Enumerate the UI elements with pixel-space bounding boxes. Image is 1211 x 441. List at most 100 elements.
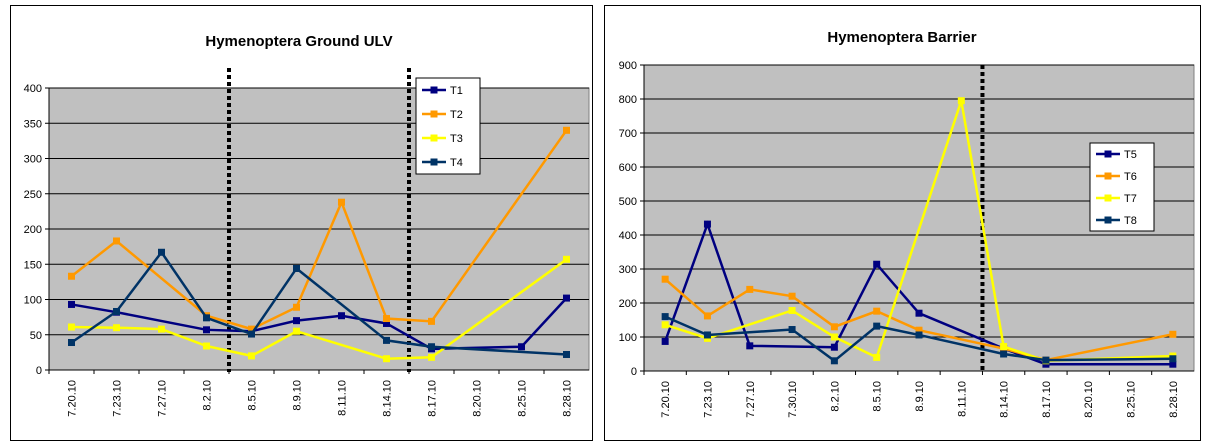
data-point-t1 [203, 326, 210, 334]
data-point-t3 [113, 324, 120, 332]
data-point-t6 [746, 285, 754, 293]
legend-label: T7 [1124, 193, 1137, 205]
x-tick-label: 8.20.10 [472, 380, 484, 417]
x-tick-label: 8.11.10 [956, 381, 968, 417]
legend-swatch-marker [1104, 194, 1112, 202]
data-point-t7 [1000, 343, 1008, 351]
y-tick-label: 900 [619, 60, 637, 72]
data-point-t4 [248, 330, 255, 338]
data-point-t4 [113, 307, 120, 315]
legend-swatch-marker [1104, 150, 1112, 158]
chart-title: Hymenoptera Ground ULV [205, 33, 392, 50]
data-point-t7 [830, 333, 838, 341]
x-tick-label: 7.30.10 [787, 381, 799, 418]
y-tick-label: 200 [619, 298, 637, 310]
data-point-t5 [703, 220, 711, 228]
x-tick-label: 8.9.10 [292, 380, 304, 411]
legend-label: T1 [450, 85, 463, 97]
legend-label: T4 [450, 157, 463, 169]
data-point-t2 [248, 325, 255, 333]
data-point-t1 [338, 312, 345, 320]
data-point-t1 [383, 319, 390, 327]
data-point-t1 [518, 343, 525, 351]
data-point-t8 [915, 331, 923, 339]
data-point-t6 [703, 312, 711, 320]
data-point-t7 [873, 353, 881, 361]
y-tick-label: 250 [24, 189, 42, 201]
x-tick-label: 8.17.10 [1041, 381, 1053, 418]
data-point-t6 [788, 292, 796, 300]
data-point-t4 [203, 314, 210, 322]
x-tick-label: 8.28.10 [562, 380, 574, 417]
x-tick-label: 8.2.10 [202, 380, 214, 411]
x-tick-label: 8.14.10 [382, 380, 394, 417]
x-tick-label: 8.25.10 [1126, 381, 1138, 418]
y-tick-label: 350 [24, 118, 42, 130]
x-tick-label: 7.27.10 [745, 381, 757, 418]
data-point-t5 [746, 342, 754, 350]
x-tick-label: 8.9.10 [914, 381, 926, 412]
data-point-t3 [158, 325, 165, 333]
data-point-t2 [68, 272, 75, 280]
x-tick-label: 8.17.10 [427, 380, 439, 417]
x-tick-label: 7.23.10 [112, 380, 124, 417]
x-tick-label: 7.20.10 [660, 381, 672, 418]
data-point-t2 [293, 303, 300, 311]
data-point-t8 [873, 322, 881, 330]
data-point-t3 [293, 327, 300, 335]
legend-swatch-marker [430, 86, 438, 94]
y-tick-label: 100 [619, 332, 637, 344]
y-tick-label: 50 [30, 330, 42, 342]
x-tick-label: 8.14.10 [999, 381, 1011, 418]
data-point-t8 [1000, 350, 1008, 358]
data-point-t4 [158, 248, 165, 256]
y-tick-label: 600 [619, 162, 637, 174]
data-point-t5 [661, 337, 669, 345]
data-point-t4 [68, 339, 75, 347]
data-point-t4 [293, 264, 300, 272]
x-tick-label: 8.5.10 [247, 380, 259, 411]
data-point-t5 [830, 343, 838, 351]
y-tick-label: 150 [24, 259, 42, 271]
legend-label: T2 [450, 109, 463, 121]
data-point-t3 [428, 353, 435, 361]
data-point-t3 [248, 352, 255, 360]
data-point-t3 [383, 355, 390, 363]
data-point-t6 [830, 323, 838, 331]
y-tick-label: 100 [24, 295, 42, 307]
x-tick-label: 8.28.10 [1168, 381, 1180, 418]
legend-swatch-marker [1104, 172, 1112, 180]
y-tick-label: 700 [619, 128, 637, 140]
data-point-t6 [1169, 330, 1177, 338]
y-tick-label: 0 [631, 366, 637, 378]
chart-title: Hymenoptera Barrier [827, 29, 976, 46]
data-point-t3 [563, 255, 570, 263]
y-tick-label: 500 [619, 196, 637, 208]
data-point-t4 [383, 336, 390, 344]
legend-label: T8 [1124, 215, 1137, 227]
legend-swatch-marker [1104, 216, 1112, 224]
data-point-t2 [428, 317, 435, 325]
x-tick-label: 7.27.10 [157, 380, 169, 417]
data-point-t3 [68, 323, 75, 331]
data-point-t1 [293, 317, 300, 325]
data-point-t2 [383, 315, 390, 323]
legend-swatch-marker [430, 158, 438, 166]
data-point-t2 [563, 126, 570, 134]
legend-box [1089, 142, 1155, 232]
data-point-t8 [788, 326, 796, 334]
data-point-t7 [661, 321, 669, 329]
data-point-t5 [1169, 360, 1177, 368]
data-point-t6 [915, 326, 923, 334]
data-point-t5 [873, 260, 881, 268]
y-tick-label: 400 [619, 230, 637, 242]
data-point-t2 [338, 198, 345, 206]
data-point-t6 [873, 307, 881, 315]
legend-box [415, 77, 481, 175]
legend-label: T6 [1124, 171, 1137, 183]
data-point-t4 [428, 343, 435, 351]
data-point-t3 [203, 342, 210, 350]
data-point-t7 [788, 306, 796, 314]
data-point-t7 [957, 97, 965, 105]
